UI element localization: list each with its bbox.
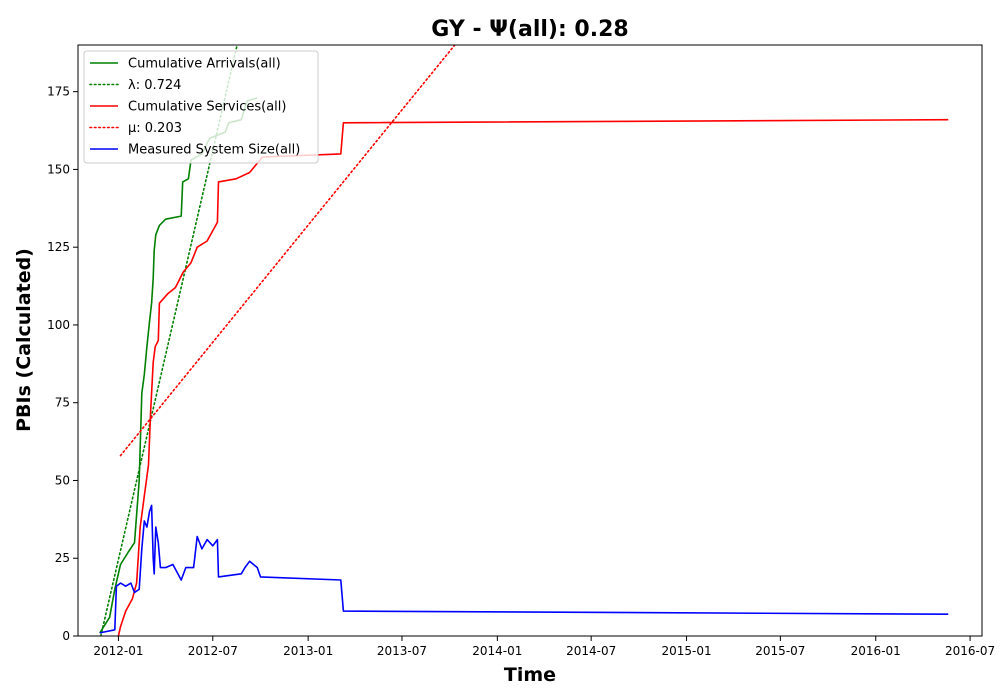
x-axis-title: Time — [504, 664, 556, 686]
plot-frame — [77, 44, 983, 637]
legend: Cumulative Arrivals(all) λ: 0.724 Cumulati… — [83, 50, 319, 164]
series-line-0 — [99, 97, 258, 634]
y-tick-label: 150 — [47, 162, 70, 176]
y-tick-label: 175 — [47, 85, 70, 99]
x-tick-label: 2013-01 — [283, 644, 333, 658]
y-tick-label: 100 — [47, 318, 70, 332]
x-tick-label: 2012-01 — [93, 644, 143, 658]
legend-label: Measured System Size(all) — [128, 143, 300, 158]
y-axis-title: PBIs (Calculated) — [13, 248, 35, 432]
x-tick-label: 2014-01 — [472, 644, 522, 658]
y-tick-label: 50 — [55, 473, 70, 487]
x-tick-label: 2016-07 — [945, 644, 995, 658]
y-axis: 0 25 50 75 100 125 150 175 — [47, 85, 78, 643]
x-tick-label: 2015-07 — [755, 644, 805, 658]
legend-frame — [83, 50, 319, 164]
y-tick-label: 75 — [55, 396, 70, 410]
x-axis: 2012-01 2012-07 2013-01 2013-07 2014-01 2014-… — [93, 636, 995, 658]
y-tick-label: 125 — [47, 240, 70, 254]
series-line-3 — [119, 45, 456, 457]
chart-title: GY - Ψ(all): 0.28 — [431, 17, 628, 42]
series-line-2 — [117, 118, 949, 636]
plot-area — [77, 44, 983, 637]
y-tick-label: 0 — [62, 629, 70, 643]
x-tick-label: 2012-07 — [188, 644, 238, 658]
legend-label: λ: 0.724 — [128, 78, 181, 93]
y-tick-label: 25 — [55, 551, 70, 565]
x-tick-label: 2013-07 — [377, 644, 427, 658]
legend-label: Cumulative Services(all) — [128, 100, 286, 115]
x-tick-label: 2014-07 — [566, 644, 616, 658]
x-tick-label: 2015-01 — [661, 644, 711, 658]
x-tick-label: 2016-01 — [851, 644, 901, 658]
series-line-4 — [99, 504, 949, 634]
legend-label: Cumulative Arrivals(all) — [128, 57, 281, 72]
legend-label: μ: 0.203 — [128, 121, 182, 136]
